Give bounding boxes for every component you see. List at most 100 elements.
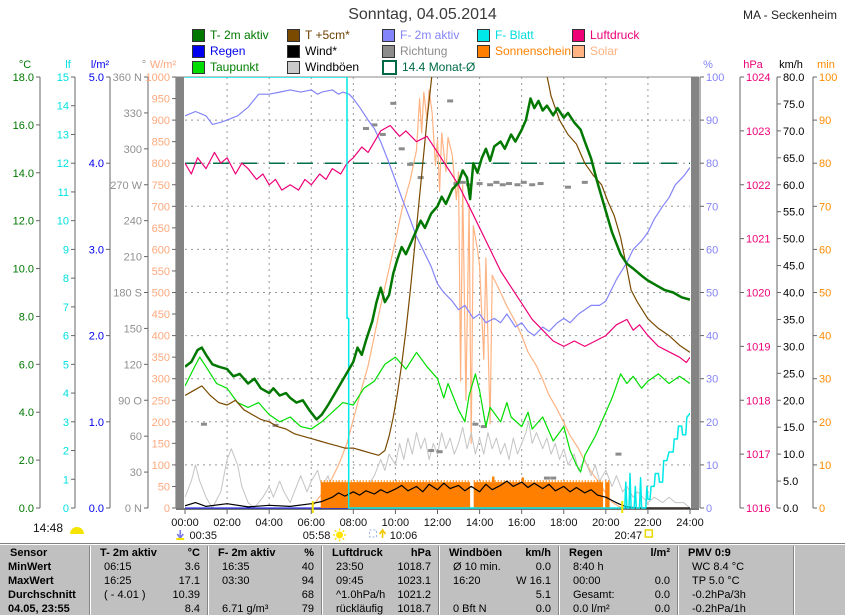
legend-item: F- Blatt (477, 27, 572, 43)
axis-tick-label: 18.0 (13, 72, 34, 84)
x-tick-label: 16:00 (508, 517, 536, 529)
axis-tick-label: 120 (124, 359, 142, 371)
stats-value-cell: -0.2hPa/3h (677, 588, 793, 602)
stats-row-filler (793, 560, 845, 574)
stats-column-name: Regen (569, 547, 603, 559)
axis-tick-label: 90 (706, 115, 718, 127)
axis-tick-label: 10 (57, 216, 69, 228)
axis-tick-label: 30 (130, 467, 142, 479)
axis-tick-label: 0.0 (783, 503, 798, 515)
axis-tick-label: 200 (152, 417, 170, 429)
stats-value-cell: 8.4 (89, 602, 207, 615)
axis-tick-label: 8.0 (19, 311, 34, 323)
axis-unit-label: W/m² (150, 59, 177, 71)
stats-value-cell: 23:50 1018.7 (321, 560, 438, 574)
stats-value-cell: Ø 10 min. 0.0 (438, 560, 558, 574)
legend-item: T- 2m aktiv (192, 27, 287, 43)
axis-tick-label: 0.0 (89, 503, 104, 515)
axis-tick-label: 1019 (746, 341, 770, 353)
x-tick-label: 04:00 (255, 517, 283, 529)
plot-right-bar (691, 77, 699, 508)
stats-value-cell: 16:20 W 16.1 (438, 574, 558, 588)
stats-header-filler (793, 546, 845, 560)
legend-swatch-icon (477, 28, 490, 42)
axis-tick-label: 55.0 (783, 207, 804, 219)
stats-cell-text: 09:45 (336, 575, 364, 587)
legend-item: T +5cm* (287, 27, 382, 43)
axis-°C: 0.0 2.0 4.0 6.0 8.0 10.0 12.0 14.0 16.0 18.0°C (13, 59, 41, 515)
plot-left-bar (176, 77, 184, 508)
chart-plot-area[interactable]: 0.02.04.06.08.010.012.014.016.018.0°C012… (0, 0, 845, 545)
axis-tick-label: 350 (152, 352, 170, 364)
axis-tick-label: 1.0 (89, 417, 104, 429)
axis-tick-label: 1024 (746, 72, 770, 84)
axis-tick-label: 0 (819, 503, 825, 515)
stats-column-name: Windböen (449, 547, 503, 559)
stats-cell-text: Gesamt: (573, 589, 615, 601)
legend-label: Solar (590, 44, 619, 58)
sun-moon-time-label: 05:58 (303, 530, 331, 542)
legend-label: Luftdruck (590, 28, 640, 42)
stats-row-label-text: 04.05, 23:55 (8, 603, 70, 615)
axis-tick-label: 12.0 (13, 216, 34, 228)
axis-tick-label: 4 (63, 388, 69, 400)
axis-tick-label: 6.0 (19, 359, 34, 371)
stats-column-name: F- 2m aktiv (218, 547, 276, 559)
stats-cell-value: W 16.1 (516, 575, 551, 587)
axis-tick-label: 13 (57, 129, 69, 141)
stats-value-cell: WC 8.4 °C (677, 560, 793, 574)
axis-tick-label: 250 (152, 395, 170, 407)
axis-tick-label: 270 W (110, 180, 142, 192)
stats-cell-text: 23:50 (336, 561, 364, 573)
moon-time-label: 14:48 (33, 521, 64, 535)
stats-row-label-text: MinWert (8, 561, 52, 573)
x-tick-label: 10:00 (382, 517, 410, 529)
stats-row-label: MaxWert (0, 574, 89, 588)
stats-cell-text: Ø 10 min. (453, 561, 501, 573)
sunrise-sun-icon (333, 528, 347, 542)
stats-header-cell: Regen l/m² (558, 546, 677, 560)
axis-tick-label: 40.0 (783, 288, 804, 300)
legend-item: F- 2m aktiv (382, 27, 477, 43)
stats-cell-value: 94 (301, 575, 314, 587)
stats-header-cell: Sensor (0, 546, 89, 560)
stats-cell-value: 3.6 (184, 561, 200, 573)
axis-tick-label: 5.0 (89, 72, 104, 84)
axis-tick-label: 25.0 (783, 368, 804, 380)
stats-cell-value: 0.0 (654, 575, 670, 587)
series-group (185, 77, 690, 509)
axis-tick-label: 150 (124, 323, 142, 335)
stats-cell-text: 16:35 (222, 561, 250, 573)
axis-tick-label: 5.0 (783, 476, 798, 488)
legend-item: 14.4 Monat-Ø (382, 59, 477, 75)
axis-tick-label: 0 (706, 503, 712, 515)
axis-°: 0 N 30 60 90 O 120 150 180 S 210 240 270 W 300 330 3… (110, 59, 149, 515)
axis-tick-label: 450 (152, 309, 170, 321)
stats-cell-value: 10.39 (172, 589, 200, 601)
stats-cell-value: 1021.2 (397, 589, 431, 601)
axis-tick-label: 650 (152, 223, 170, 235)
stats-value-cell: rückläufig 1018.7 (321, 602, 438, 615)
axis-tick-label: 750 (152, 180, 170, 192)
x-axis-labels: 00:00 02:00 04:00 06:00 08:00 10:00 12:00 14:00… (171, 509, 704, 529)
axis-tick-label: 35.0 (783, 314, 804, 326)
stats-row-filler (793, 588, 845, 602)
stats-cell-text: 8:40 h (573, 561, 604, 573)
axis-unit-label: km/h (779, 59, 803, 71)
axis-tick-label: 40 (819, 331, 831, 343)
stats-value-cell: 00:00 0.0 (558, 574, 677, 588)
stats-header-cell: F- 2m aktiv% (207, 546, 321, 560)
sun-moon-time-label: 00:35 (190, 530, 218, 542)
legend-label: T- 2m aktiv (210, 28, 269, 42)
stats-cell-text: 0 Bft N (453, 603, 487, 615)
legend-swatch-icon (477, 44, 490, 58)
legend-swatch-icon (382, 44, 395, 58)
axis-tick-label: 550 (152, 266, 170, 278)
axis-tick-label: 2.0 (89, 331, 104, 343)
stats-cell-value: 40 (301, 561, 314, 573)
stats-row-label: 04.05, 23:55 (0, 602, 89, 615)
axis-tick-label: 50.0 (783, 234, 804, 246)
x-tick-label: 22:00 (634, 517, 662, 529)
axis-tick-label: 0 (164, 503, 170, 515)
axis-tick-label: 70.0 (783, 126, 804, 138)
